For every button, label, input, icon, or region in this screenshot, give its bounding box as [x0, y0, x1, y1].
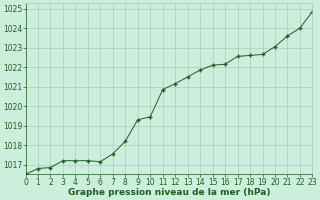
- X-axis label: Graphe pression niveau de la mer (hPa): Graphe pression niveau de la mer (hPa): [68, 188, 270, 197]
